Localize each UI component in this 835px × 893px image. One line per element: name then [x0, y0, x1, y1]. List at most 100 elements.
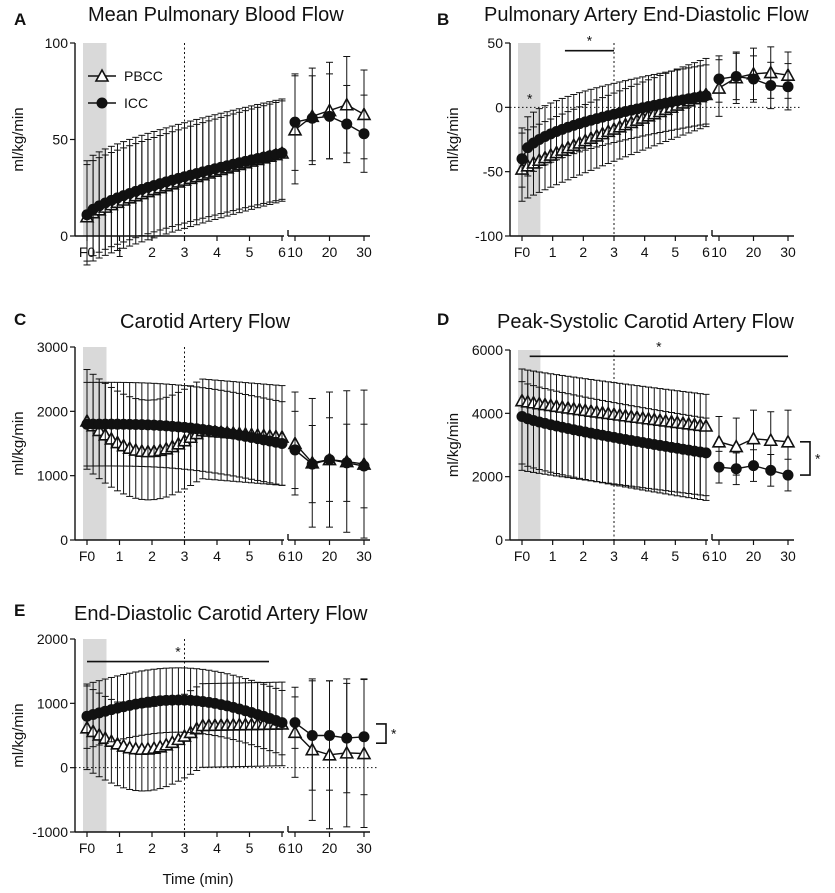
significance-annotation: *	[527, 90, 533, 106]
x-tick-label: 6	[702, 548, 710, 564]
series-pbcc	[514, 368, 796, 497]
shade-band	[518, 350, 541, 540]
x-tick-label: 5	[246, 244, 254, 260]
y-tick-label: 1000	[37, 468, 68, 484]
x-tick-label: 4	[641, 244, 649, 260]
x-tick-label: 20	[746, 548, 762, 564]
icc-marker	[324, 730, 335, 741]
y-axis-label: ml/kg/min	[10, 703, 27, 767]
significance-annotation: *	[529, 338, 788, 358]
x-tick-label: 30	[780, 548, 796, 564]
series-pbcc	[79, 369, 372, 539]
y-tick-label: 1000	[37, 695, 68, 711]
legend-entry: PBCC	[124, 68, 163, 84]
icc-marker	[765, 464, 777, 476]
x-tick-label: 1	[549, 244, 557, 260]
x-tick-label: 3	[181, 244, 189, 260]
x-tick-label: 6	[278, 244, 286, 260]
significance-annotation: *	[564, 33, 614, 52]
chart-title: End-Diastolic Carotid Artery Flow	[74, 603, 368, 625]
panel-label-C: C	[14, 310, 26, 329]
x-tick-label: 20	[746, 244, 762, 260]
x-tick-label: 2	[148, 840, 156, 856]
x-tick-label: 4	[213, 840, 221, 856]
significance-star: *	[175, 644, 181, 660]
x-axis-label: Time (min)	[162, 871, 233, 888]
pbcc-marker	[728, 438, 744, 453]
icc-marker	[713, 73, 725, 85]
panel-label-D: D	[437, 310, 449, 329]
significance-star: *	[815, 450, 821, 466]
x-tick-label: 3	[181, 548, 189, 564]
significance-bracket	[800, 441, 811, 476]
icc-marker	[730, 70, 742, 82]
significance-annotation: *	[87, 644, 269, 663]
y-tick-label: 4000	[472, 405, 503, 421]
x-tick-label: 2	[148, 548, 156, 564]
y-tick-label: 3000	[37, 339, 68, 355]
x-tick-label: 30	[356, 548, 372, 564]
legend: PBCC ICC	[88, 68, 163, 111]
pbcc-marker	[94, 68, 110, 82]
x-tick-label: 4	[213, 548, 221, 564]
y-tick-label: 2000	[37, 631, 68, 647]
panel-B: B Pulmonary Artery End-Diastolic Flow ml/k…	[437, 4, 809, 260]
icc-marker	[289, 116, 301, 128]
series-icc	[516, 52, 794, 188]
x-tick-label: 30	[356, 244, 372, 260]
icc-marker	[748, 73, 759, 85]
y-tick-label: 50	[52, 132, 68, 148]
panel-D: D Peak-Systolic Carotid Artery Flow ml/kg/…	[437, 310, 821, 564]
icc-marker	[730, 463, 742, 475]
panel-label-A: A	[14, 10, 26, 29]
x-tick-label: 2	[148, 244, 156, 260]
x-tick-label: 10	[287, 840, 303, 856]
significance-annotation: *	[376, 723, 397, 745]
icc-marker	[748, 460, 759, 472]
x-tick-label: 4	[213, 244, 221, 260]
pbcc-marker	[746, 430, 761, 445]
x-tick-label: 5	[246, 840, 254, 856]
x-tick-label: 3	[610, 548, 618, 564]
icc-marker	[306, 458, 318, 470]
y-tick-label: -100	[475, 228, 503, 244]
pbcc-marker	[711, 434, 727, 448]
icc-marker	[276, 438, 288, 449]
icc-marker	[765, 79, 777, 91]
icc-marker	[516, 153, 528, 165]
x-tick-label: 20	[322, 244, 338, 260]
icc-marker	[341, 118, 353, 130]
panel-E: E End-Diastolic Carotid Artery Flow ml/kg/…	[10, 601, 397, 856]
significance-bracket	[376, 723, 387, 745]
x-tick-label: 1	[116, 548, 124, 564]
x-tick-label: 6	[702, 244, 710, 260]
x-tick-label: 6	[278, 548, 286, 564]
y-tick-label: 2000	[37, 403, 68, 419]
icc-marker	[96, 97, 108, 109]
y-tick-label: 6000	[472, 342, 503, 358]
chart-title: Peak-Systolic Carotid Artery Flow	[497, 311, 794, 333]
icc-marker	[306, 730, 318, 741]
icc-marker	[358, 731, 370, 743]
x-tick-label: 10	[287, 548, 303, 564]
y-tick-label: 2000	[472, 469, 503, 485]
icc-marker	[289, 717, 301, 729]
panel-label-B: B	[437, 10, 449, 29]
y-tick-label: 0	[60, 532, 68, 548]
x-tick-label: 5	[671, 548, 679, 564]
y-tick-label: 0	[495, 532, 503, 548]
significance-annotation: *	[800, 441, 821, 476]
x-tick-label: 1	[116, 244, 124, 260]
x-tick-label: 10	[711, 548, 727, 564]
x-tick-label: 30	[356, 840, 372, 856]
series-icc	[81, 667, 370, 796]
y-tick-label: -1000	[32, 824, 68, 840]
icc-marker	[782, 469, 794, 481]
x-tick-label: 4	[641, 548, 649, 564]
x-tick-label: 20	[322, 548, 338, 564]
shade-band	[518, 43, 541, 236]
pbcc-marker	[780, 434, 796, 448]
chart-title: Carotid Artery Flow	[120, 311, 291, 333]
x-tick-label: 20	[322, 840, 338, 856]
